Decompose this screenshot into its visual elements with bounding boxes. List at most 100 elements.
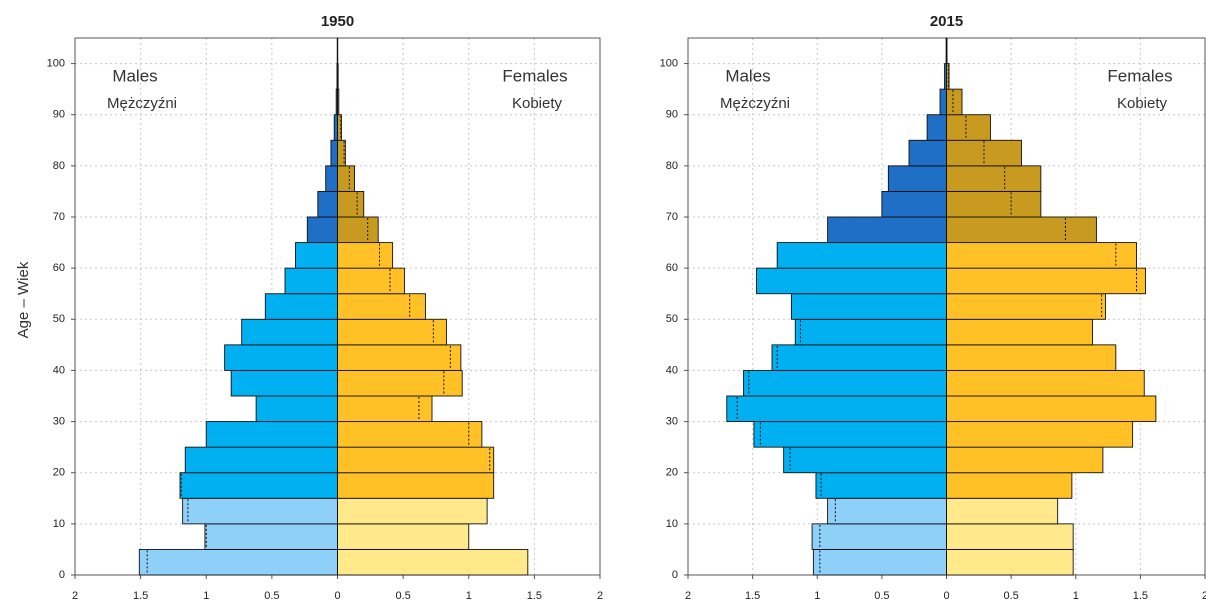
bar [946, 446, 1104, 474]
bar [939, 88, 947, 116]
bar [811, 523, 947, 550]
bar [337, 165, 356, 192]
y-tick-label: 10 [53, 518, 65, 530]
bar [330, 139, 338, 167]
y-tick-label: 90 [53, 109, 65, 121]
panel: 0 10 20 30 40 50 60 70 80 90 100 2 1.5 1 0.5 0 0.5 1 1.5 2 2… [660, 13, 1206, 602]
x-tick-label: 2 [685, 590, 691, 602]
bar [815, 472, 947, 499]
bar [337, 472, 495, 499]
bar [946, 523, 1074, 550]
bar [255, 395, 338, 423]
x-tick-label: 2 [597, 590, 603, 602]
y-tick-label: 50 [53, 313, 65, 325]
right-label: Females [1107, 66, 1172, 85]
bar [182, 497, 338, 525]
y-tick-label: 100 [660, 57, 678, 69]
y-tick-label: 50 [666, 313, 678, 325]
y-tick-label: 20 [666, 467, 678, 479]
bar [946, 267, 1146, 295]
bar [771, 344, 947, 371]
bar [756, 267, 947, 295]
bar [224, 344, 338, 371]
chart-title: 1950 [321, 13, 354, 30]
bar [264, 293, 338, 320]
left-label: Males [725, 66, 770, 85]
bar [337, 497, 488, 525]
bar [337, 190, 365, 218]
bar [881, 190, 947, 218]
x-tick-label: 0 [943, 590, 949, 602]
bar [337, 293, 426, 320]
x-tick-label: 1.5 [745, 590, 760, 602]
right-label: Females [502, 66, 567, 85]
bar [337, 446, 495, 474]
bar [726, 395, 947, 423]
bar [241, 318, 338, 346]
bar [946, 472, 1073, 499]
bar [337, 523, 470, 550]
x-tick-label: 1 [1073, 590, 1079, 602]
y-tick-label: 60 [53, 262, 65, 274]
y-tick-label: 10 [666, 518, 678, 530]
left-label-pl: Mężczyźni [720, 95, 790, 112]
y-tick-label: 30 [666, 415, 678, 427]
bar [317, 190, 338, 218]
bar [306, 216, 338, 244]
x-tick-label: 0.5 [874, 590, 889, 602]
bar [337, 548, 529, 576]
bar [337, 369, 463, 397]
y-tick-label: 30 [53, 415, 65, 427]
bar [827, 497, 947, 525]
bar [946, 344, 1117, 371]
y-axis-label: Age – Wiek [15, 261, 32, 338]
x-tick-label: 0.5 [1003, 590, 1018, 602]
x-tick-label: 2 [1202, 590, 1206, 602]
bar [179, 472, 338, 499]
y-tick-label: 90 [666, 109, 678, 121]
bar [946, 421, 1134, 448]
left-label: Males [112, 66, 157, 85]
bar [783, 446, 947, 474]
left-label-pl: Mężczyźni [107, 95, 177, 112]
x-tick-label: 0.5 [395, 590, 410, 602]
bar [926, 114, 947, 141]
bar [295, 242, 338, 269]
bar [946, 369, 1145, 397]
y-tick-label: 20 [53, 467, 65, 479]
bar [284, 267, 338, 295]
bar [946, 114, 991, 141]
y-tick-label: 70 [53, 211, 65, 223]
bar [184, 446, 338, 474]
x-tick-label: 1.5 [527, 590, 542, 602]
bar [827, 216, 947, 244]
bar [946, 190, 1042, 218]
bar [138, 548, 338, 576]
y-tick-label: 70 [666, 211, 678, 223]
y-tick-label: 0 [59, 569, 65, 581]
bar [946, 318, 1094, 346]
x-tick-label: 1 [203, 590, 209, 602]
bar [946, 88, 963, 116]
bar [230, 369, 338, 397]
y-tick-label: 0 [672, 569, 678, 581]
bar [946, 497, 1059, 525]
bar [325, 165, 338, 192]
bar [337, 421, 483, 448]
bar [887, 165, 947, 192]
y-tick-label: 40 [666, 364, 678, 376]
x-tick-label: 1 [814, 590, 820, 602]
bar [946, 216, 1097, 244]
y-tick-label: 40 [53, 364, 65, 376]
bar [946, 395, 1157, 423]
y-tick-label: 100 [47, 57, 65, 69]
x-tick-label: 0.5 [264, 590, 279, 602]
bar [946, 293, 1106, 320]
x-tick-label: 2 [72, 590, 78, 602]
bar [946, 165, 1042, 192]
bar [337, 267, 405, 295]
bar [946, 37, 948, 65]
chart-title: 2015 [930, 13, 963, 30]
panel: 0 10 20 30 40 50 60 70 80 90 100 2 1.5 1 0.5 0 0.5 1 1.5 2 1… [15, 13, 603, 602]
